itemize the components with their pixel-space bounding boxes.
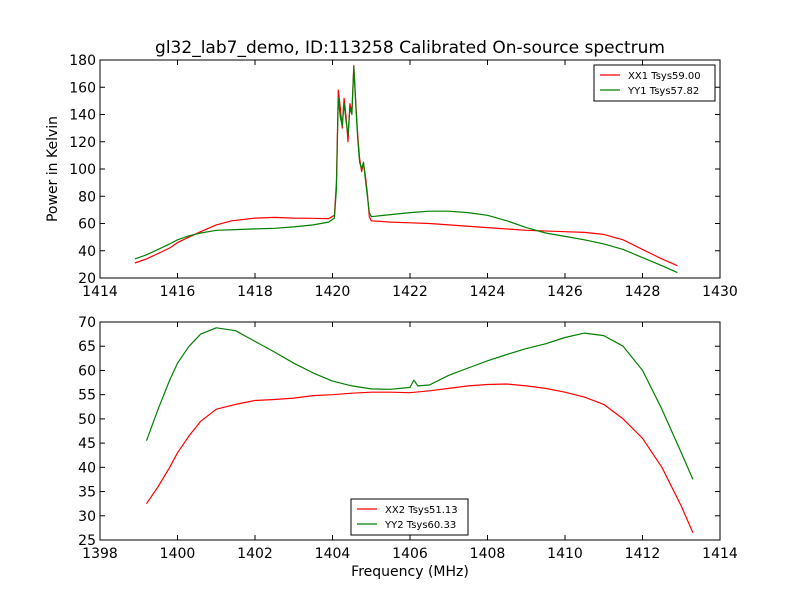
y-tick-label: 40	[78, 460, 96, 476]
legend-label: XX1 Tsys59.00	[628, 71, 701, 82]
legend-box	[593, 64, 716, 102]
y-tick-label: 70	[78, 315, 96, 331]
x-tick-label: 1408	[470, 546, 506, 562]
x-tick-label: 1426	[547, 284, 583, 300]
series-line-2-1	[146, 383, 694, 533]
y-tick-label: 160	[69, 80, 96, 96]
y-tick-label: 25	[78, 533, 96, 549]
legend-label: YY2 Tsys60.33	[384, 520, 456, 531]
y-tick-label: 55	[78, 388, 96, 404]
y-tick-label: 20	[78, 271, 96, 287]
y-tick-label: 60	[78, 217, 96, 233]
y-tick-label: 35	[78, 485, 96, 501]
x-tick-label: 1424	[470, 284, 506, 300]
plot-panel-1: 1414 1416 1418 1420 1422 1424 1426 1428 1430 20 40…	[69, 53, 738, 300]
y-tick-label: 65	[78, 339, 96, 355]
legend-box	[350, 498, 469, 536]
plots-group: 1414 1416 1418 1420 1422 1424 1426 1428 1430 20 40…	[69, 53, 738, 562]
y-tick-label: 40	[78, 244, 96, 260]
y-axis-label: Power in Kelvin	[45, 116, 61, 222]
y-tick-label: 45	[78, 436, 96, 452]
series-line-1-2	[134, 66, 678, 274]
x-tick-label: 1406	[392, 546, 428, 562]
legend-label: YY1 Tsys57.82	[627, 86, 699, 97]
x-tick-label: 1418	[237, 284, 273, 300]
x-tick-label: 1422	[392, 284, 428, 300]
x-tick-label: 1414	[82, 284, 118, 300]
x-tick-label: 1416	[160, 284, 196, 300]
x-tick-label: 1404	[315, 546, 351, 562]
chart-title: gl32_lab7_demo, ID:113258 Calibrated On-…	[155, 38, 665, 58]
x-tick-label: 1414	[702, 546, 738, 562]
legend: XX2 Tsys51.13 YY2 Tsys60.33	[350, 498, 469, 536]
legend: XX1 Tsys59.00 YY1 Tsys57.82	[593, 64, 716, 102]
y-tick-label: 50	[78, 412, 96, 428]
x-tick-label: 1420	[315, 284, 351, 300]
y-tick-label: 120	[69, 135, 96, 151]
series-line-2-2	[145, 327, 694, 480]
x-tick-label: 1402	[237, 546, 273, 562]
legend-label: XX2 Tsys51.13	[385, 505, 458, 516]
x-tick-label: 1398	[82, 546, 118, 562]
x-tick-label: 1400	[160, 546, 196, 562]
y-tick-label: 60	[78, 363, 96, 379]
y-tick-label: 140	[69, 108, 96, 124]
y-tick-label: 30	[78, 509, 96, 525]
x-axis-label: Frequency (MHz)	[351, 564, 469, 580]
x-tick-label: 1430	[702, 284, 738, 300]
plot-panel-2: 1398 1400 1402 1404 1406 1408 1410 1412 1414 25 30…	[78, 315, 738, 562]
y-tick-label: 100	[69, 162, 96, 178]
y-tick-label: 180	[69, 53, 96, 69]
x-tick-label: 1428	[625, 284, 661, 300]
y-tick-label: 80	[78, 189, 96, 205]
x-tick-label: 1410	[547, 546, 583, 562]
x-tick-label: 1412	[625, 546, 661, 562]
